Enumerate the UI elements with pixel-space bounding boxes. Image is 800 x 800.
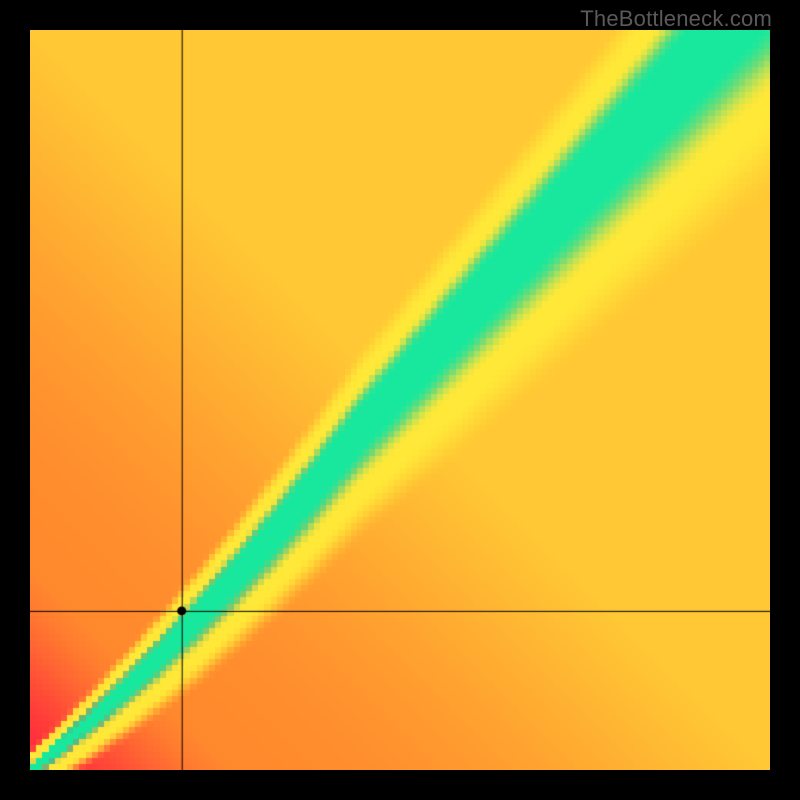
watermark-text: TheBottleneck.com <box>580 6 772 32</box>
heatmap-canvas <box>30 30 770 770</box>
heatmap-plot-area <box>30 30 770 770</box>
chart-frame: TheBottleneck.com <box>0 0 800 800</box>
